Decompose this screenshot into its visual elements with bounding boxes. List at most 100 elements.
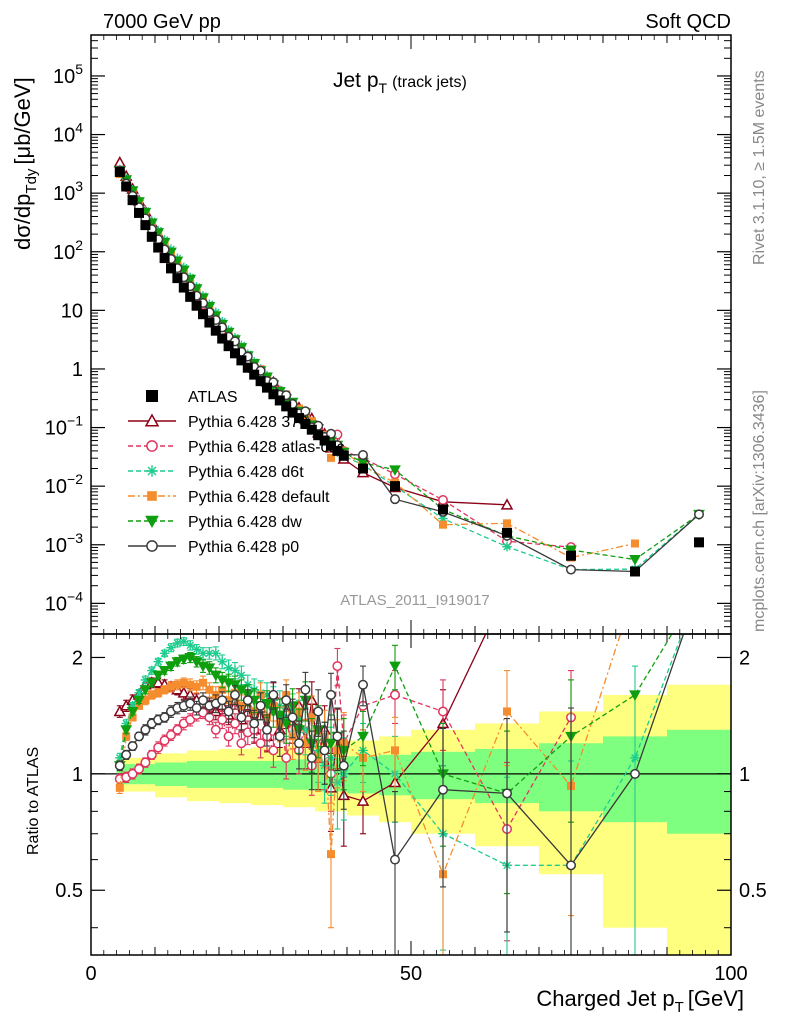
series-p0-ratio-point (198, 695, 208, 706)
atlas-data-point (172, 273, 183, 284)
x-tick-label: 100 (714, 963, 747, 985)
series-default-ratio-point (391, 746, 399, 755)
atlas-data-point (306, 424, 317, 435)
legend-marker (144, 413, 160, 427)
y-tick-label-base: 10 (53, 183, 75, 205)
series-default-ratio-point (327, 850, 335, 859)
legend: ATLAS Pythia 6.428 370 Pythia 6.428 atlas-… (128, 389, 345, 556)
series-p0-ratio-point (294, 738, 304, 749)
y-tick-label-exp: 5 (75, 61, 83, 77)
series-p0-ratio-point (358, 679, 368, 690)
series-d6t-main (115, 164, 704, 575)
atlas-data-point (242, 362, 253, 373)
series-d6t-ratio-point (211, 648, 221, 659)
y-tick-label: 10−4 (45, 588, 83, 615)
series-default-ratio-point (147, 690, 156, 699)
atlas-data-point (153, 242, 164, 253)
series-atlas-csc-ratio-point (236, 738, 247, 749)
atlas-data-point (146, 231, 157, 242)
atlas-data-point (262, 382, 272, 393)
atlas-data-point (217, 333, 228, 344)
ratio-panel: 0 50 100 2 2 1 1 0.5 0.5 (55, 633, 767, 985)
y-tick-label-base: 10 (45, 418, 67, 440)
series-dw-ratio-point (133, 695, 145, 707)
series-d6t-ratio-point (115, 753, 125, 763)
series-default-ratio-point (141, 696, 150, 705)
series-d6t-ratio-point (236, 670, 247, 680)
legend-marker (145, 515, 159, 529)
series-p0-ratio-point (236, 712, 247, 723)
series-atlas-csc-main-point (438, 495, 448, 506)
plot-title-main: Jet pT (track jets) (333, 69, 467, 96)
series-p0-ratio-point (268, 689, 279, 700)
series-p0-ratio-point (332, 731, 343, 742)
y-axis-label-text: dσ/dp (10, 194, 35, 250)
series-atlas-csc-ratio-point (153, 742, 164, 753)
watermark-label: ATLAS_2011_I919017 (340, 592, 490, 609)
legend-label: Pythia 6.428 p0 (188, 539, 299, 556)
series-atlas-csc-ratio-point (217, 714, 228, 725)
legend-entry: Pythia 6.428 dw (128, 514, 302, 531)
atlas-data-point (223, 341, 234, 352)
series-p0-main-line (119, 170, 700, 573)
atlas-data-point (287, 407, 298, 418)
series-default-ratio-point (154, 688, 163, 697)
legend-entry: Pythia 6.428 370 (128, 413, 308, 431)
series-dw-ratio-point (357, 731, 369, 743)
series-default-ratio-point (179, 678, 188, 687)
y-axis-label-unit: [μb/GeV] (10, 77, 35, 164)
series-dw-ratio-point (158, 666, 171, 677)
atlas-data-point (249, 369, 260, 380)
series-d6t-ratio-point (121, 718, 131, 729)
main-plot-content (113, 155, 705, 577)
legend-entry: Pythia 6.428 default (128, 489, 330, 506)
header-right: Soft QCD (645, 11, 731, 33)
atlas-data-point (274, 395, 285, 406)
y-tick-label-exp: 3 (75, 178, 83, 194)
series-p0-ratio-point (249, 718, 260, 729)
series-default-ratio-point (307, 713, 316, 722)
y-tick-label-exp: −3 (67, 530, 83, 546)
x-axis-label-sub: T (675, 999, 684, 1016)
legend-marker (146, 440, 158, 452)
series-atlas-csc-ratio-point (134, 763, 144, 774)
series-p0-ratio-point (134, 731, 144, 742)
y-tick-label-exp: 2 (75, 237, 83, 253)
series-default-ratio-point (186, 680, 195, 689)
series-dw-ratio-point (389, 661, 401, 673)
series-atlas-csc-ratio-point (438, 706, 448, 717)
y-axis-label-sub: Tdy (23, 168, 40, 194)
series-d6t-ratio-point (159, 648, 170, 659)
ratio-tick-label-right: 1 (739, 764, 750, 786)
series-p0-ratio-point (313, 706, 324, 717)
header-left: 7000 GeV pp (103, 11, 221, 33)
series-default-ratio-point (160, 685, 169, 694)
atlas-data-point (140, 220, 151, 231)
y-tick-label-base: 10 (53, 66, 75, 88)
series-d6t-ratio-point (223, 663, 234, 673)
series-atlas-csc-ratio-point (332, 661, 343, 672)
series-p0-ratio-point (287, 712, 298, 723)
series-370-ratio-point (177, 686, 191, 698)
y-tick-label: 10−3 (45, 530, 83, 557)
series-dw-ratio-point (273, 710, 286, 722)
series-p0-main-point (566, 564, 576, 575)
atlas-data-point (390, 481, 400, 492)
series-dw-ratio-point (235, 685, 248, 696)
legend-entry: ATLAS (146, 389, 238, 406)
series-p0-ratio-point (390, 854, 400, 865)
mcplots-label: mcplots.cern.ch [arXiv:1306.3436] (751, 390, 768, 632)
atlas-data-point (502, 527, 512, 538)
series-d6t-main-point (502, 541, 512, 552)
series-default-ratio-point (205, 685, 214, 694)
series-dw-ratio-point (145, 678, 158, 689)
series-p0-ratio-point (319, 745, 330, 756)
atlas-data-point (134, 207, 144, 218)
series-atlas-csc-main (114, 167, 576, 553)
series-dw-ratio-point (177, 654, 190, 666)
ratio-tick-label-right: 2 (739, 647, 750, 669)
atlas-data-point (210, 325, 221, 336)
series-p0-ratio-point (114, 760, 125, 771)
x-axis-label-text: Charged Jet p (536, 986, 674, 1011)
